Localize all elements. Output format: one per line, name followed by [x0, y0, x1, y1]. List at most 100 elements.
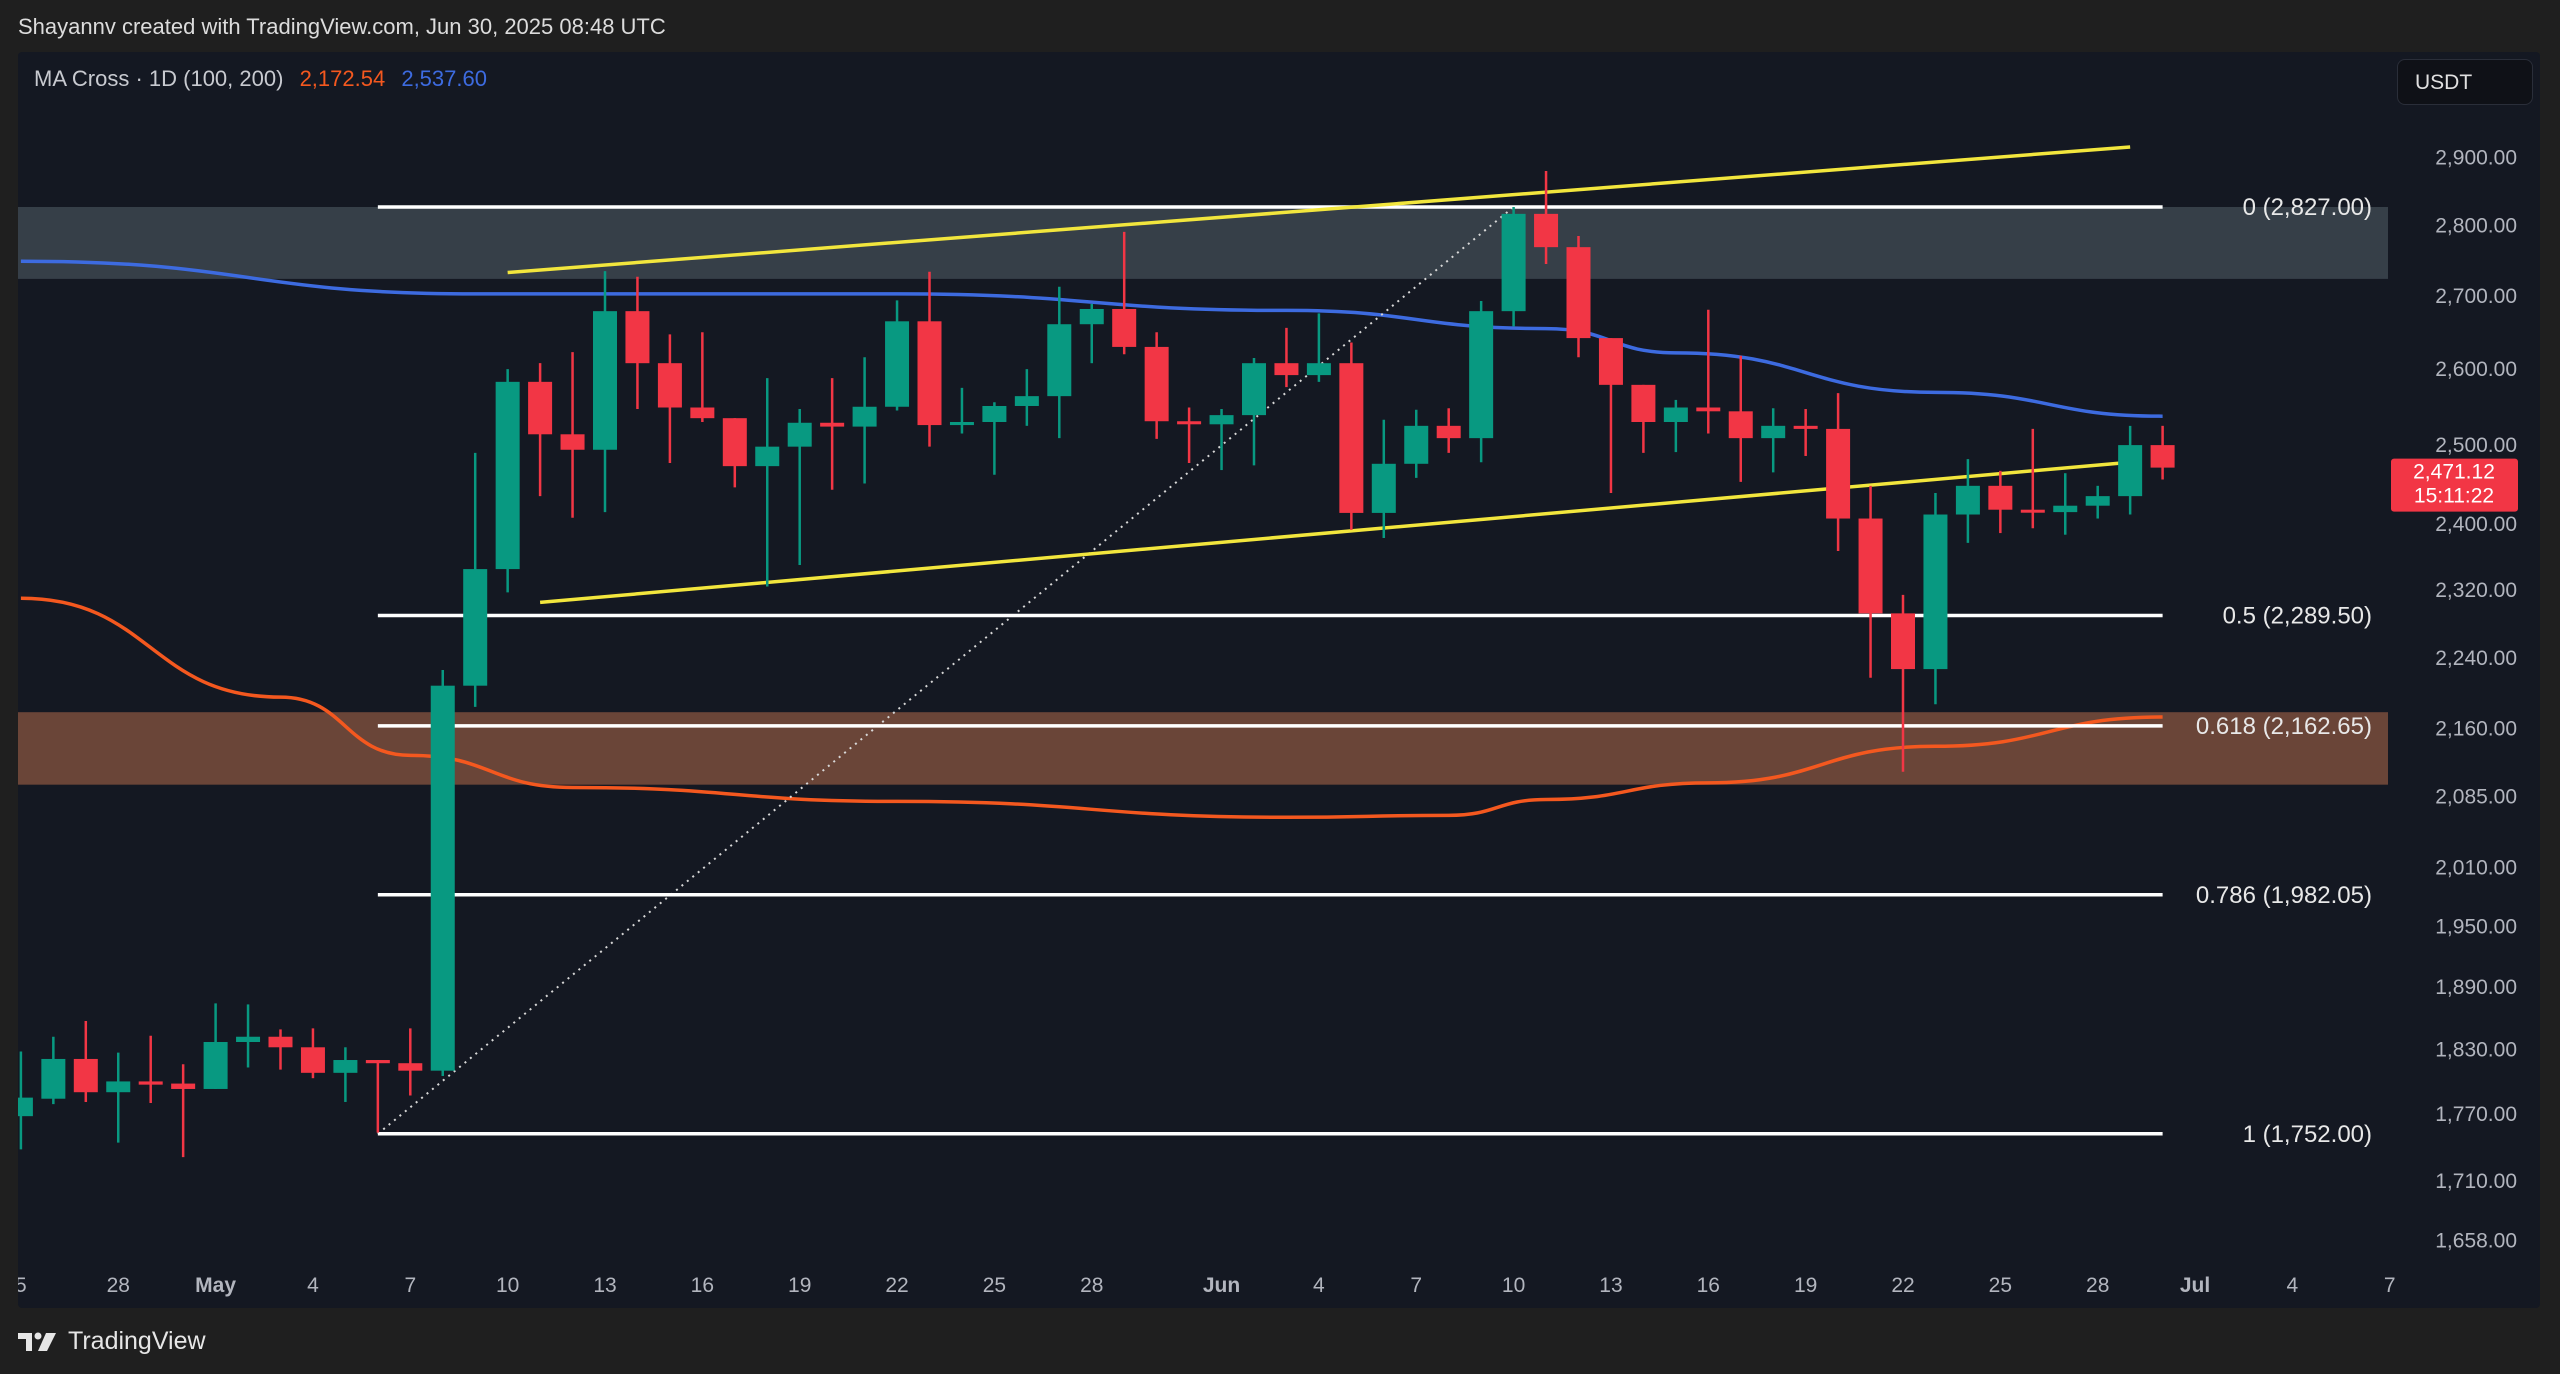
- time-tick-label: 22: [885, 1274, 908, 1297]
- candle: [1469, 301, 1494, 463]
- fib-trend-line[interactable]: [377, 206, 1515, 1135]
- ma200-value: 2,537.60: [401, 66, 487, 91]
- candle-body: [2118, 445, 2143, 497]
- time-tick-label: 4: [1313, 1274, 1325, 1297]
- candle-body: [690, 407, 715, 419]
- candle-body: [1663, 407, 1688, 423]
- candle: [755, 378, 780, 587]
- candle-body: [1371, 463, 1396, 513]
- candle-body: [18, 1097, 33, 1117]
- candle-body: [171, 1083, 196, 1089]
- time-tick-label: 22: [1891, 1274, 1914, 1297]
- candle-body: [949, 422, 974, 426]
- candle-body: [657, 363, 682, 408]
- candle: [852, 357, 877, 484]
- time-tick-label: 7: [404, 1274, 416, 1297]
- candle: [1404, 409, 1429, 478]
- candle: [300, 1028, 325, 1079]
- tradingview-logo[interactable]: TradingView: [18, 1327, 206, 1356]
- time-axis[interactable]: 5 28 May 4 7 10 13 16 19 22 25 28 Jun 4 7 10 13 16 19 22 25 2…: [15, 1274, 2396, 1297]
- ma100-line[interactable]: [20, 596, 2163, 820]
- price-tick-label: 2,800.00: [2435, 215, 2517, 238]
- price-tick-label: 1,890.00: [2435, 976, 2517, 999]
- candle: [1014, 369, 1039, 426]
- candle-body: [1014, 396, 1039, 406]
- candle-body: [1631, 384, 1656, 423]
- candle: [982, 402, 1007, 475]
- candle-body: [1469, 311, 1494, 439]
- fib-level-label: 0.786 (1,982.05): [2196, 882, 2372, 909]
- candle: [1631, 384, 1656, 453]
- candle: [1923, 492, 1948, 705]
- candle-body: [430, 685, 455, 1071]
- tradingview-logo-icon: [18, 1332, 56, 1351]
- candle-body: [1534, 213, 1559, 248]
- candle: [1436, 408, 1461, 453]
- candle-body: [1826, 428, 1851, 519]
- candle: [657, 334, 682, 464]
- candle-body: [528, 381, 553, 435]
- candle: [1242, 357, 1266, 466]
- indicator-legend[interactable]: MA Cross · 1D (100, 200) 2,172.54 2,537.…: [34, 66, 497, 92]
- candle-body: [755, 446, 780, 467]
- candle-body: [1891, 613, 1915, 670]
- candle: [690, 332, 715, 423]
- candle: [1696, 309, 1721, 434]
- candle-body: [106, 1081, 131, 1093]
- price-tick-label: 2,900.00: [2435, 147, 2517, 170]
- candle: [593, 271, 617, 513]
- trendlines-layer[interactable]: [507, 145, 2131, 605]
- candle: [1663, 399, 1688, 453]
- trendline[interactable]: [507, 145, 2131, 275]
- candle-body: [138, 1081, 163, 1085]
- candle-body: [398, 1063, 423, 1071]
- candle-body: [1079, 308, 1104, 325]
- candle-body: [1858, 518, 1883, 614]
- candle: [138, 1035, 163, 1104]
- indicator-name: MA Cross · 1D (100, 200): [34, 66, 284, 91]
- fib-level-label: 0.618 (2,162.65): [2196, 713, 2372, 740]
- candle: [1955, 459, 1980, 543]
- candle: [236, 1004, 261, 1068]
- time-tick-label: May: [195, 1274, 236, 1297]
- candle: [1144, 332, 1169, 439]
- candle-body: [300, 1047, 325, 1073]
- price-tick-label: 1,950.00: [2435, 915, 2517, 938]
- time-tick-label: 28: [2086, 1274, 2109, 1297]
- candles-layer: [18, 171, 2175, 1158]
- candle: [560, 352, 585, 518]
- time-tick-label: 10: [1502, 1274, 1525, 1297]
- time-tick-label: 16: [1697, 1274, 1720, 1297]
- candle: [1793, 409, 1818, 456]
- ma100-value: 2,172.54: [299, 66, 386, 91]
- currency-button[interactable]: USDT: [2397, 59, 2533, 105]
- candle-body: [1793, 425, 1818, 429]
- candle: [1858, 485, 1883, 678]
- price-tick-label: 1,770.00: [2435, 1103, 2517, 1126]
- candle-body: [593, 311, 617, 450]
- candle: [18, 1051, 33, 1150]
- price-axis[interactable]: 2,900.00 2,800.00 2,700.00 2,600.00 2,500.00…: [2435, 147, 2517, 1253]
- candle-body: [333, 1060, 358, 1073]
- candle-body: [463, 569, 488, 686]
- fib-level-label: 1 (1,752.00): [2243, 1121, 2372, 1148]
- brand-name: TradingView: [68, 1327, 206, 1355]
- candle: [1728, 355, 1753, 482]
- time-tick-label: 16: [691, 1274, 714, 1297]
- candle-body: [1242, 363, 1266, 416]
- ma200-line[interactable]: [20, 259, 2163, 418]
- candle: [1988, 470, 2013, 534]
- trendline[interactable]: [539, 460, 2131, 605]
- candle-body: [1598, 338, 1623, 385]
- candle-body: [1988, 485, 2013, 510]
- time-tick-label: 13: [593, 1274, 616, 1297]
- candle-body: [73, 1058, 98, 1093]
- price-tick-label: 2,700.00: [2435, 285, 2517, 308]
- candle: [2085, 485, 2110, 519]
- last-price-value: 2,471.12: [2413, 461, 2495, 484]
- time-tick-label: 19: [788, 1274, 811, 1297]
- candle: [722, 418, 747, 488]
- fib-retracement[interactable]: 0 (2,827.00) 0.5 (2,289.50) 0.618 (2,162.6…: [377, 194, 2372, 1148]
- candle-body: [722, 418, 747, 467]
